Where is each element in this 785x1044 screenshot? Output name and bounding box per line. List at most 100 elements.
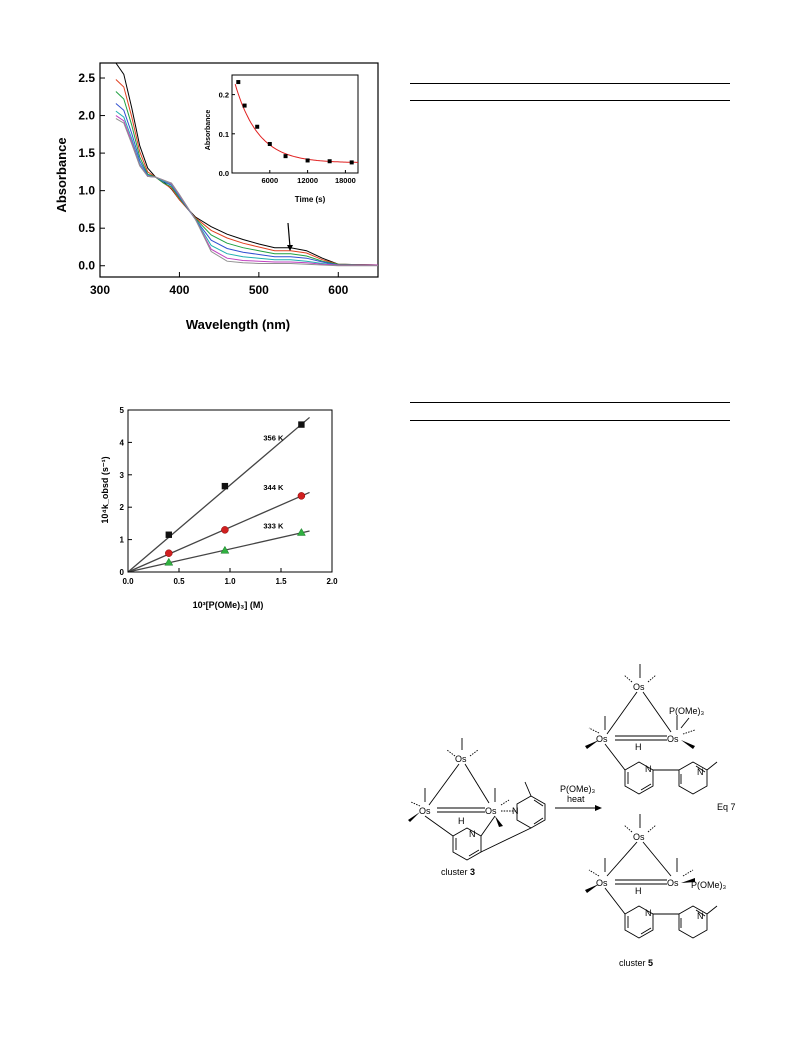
kinetics-y-tick-label: 3 <box>120 471 125 480</box>
uv-vis-plot-frame <box>99 62 379 278</box>
uv-vis-y-tick-label: 0.0 <box>78 259 95 273</box>
inset-data-point <box>242 103 247 108</box>
kinetics-y-tick-label: 0 <box>120 568 125 577</box>
phosphite-label-p2: P(OMe)₃ <box>691 880 727 890</box>
os-top-label: Os <box>455 754 467 764</box>
kinetics-point-circle <box>297 492 306 500</box>
inset-data-point <box>236 80 241 85</box>
n-label-p2: N <box>645 908 652 918</box>
uv-vis-spectrum-line-7 <box>115 118 378 267</box>
reagent-label: P(OMe)₃ <box>560 784 596 794</box>
n-label-3b: N <box>469 829 476 839</box>
reaction-arrowhead <box>595 805 602 811</box>
eq-label: Eq 7 <box>717 802 736 812</box>
table-1-top-rule <box>410 83 730 84</box>
uv-vis-trend-arrow <box>287 222 291 248</box>
uv-vis-x-tick-label: 300 <box>90 283 110 297</box>
inset-x-axis-label: Time (s) <box>295 195 326 204</box>
hydride-label: H <box>458 816 465 826</box>
inset-y-axis-label: Absorbance <box>205 110 212 151</box>
inset-fit-curve <box>234 83 358 163</box>
uv-vis-spectrum-line-4 <box>115 103 378 266</box>
uv-vis-axes-box <box>99 62 379 278</box>
inset-data-point <box>327 159 332 164</box>
kinetics-y-tick-label: 1 <box>120 536 125 545</box>
kinetics-y-axis-label: 10⁴k_obsd (s⁻¹) <box>100 456 110 523</box>
uv-vis-y-tick-label: 2.0 <box>78 109 95 123</box>
inset-data-point <box>305 158 310 163</box>
inset-x-tick-label: 18000 <box>335 176 356 185</box>
uv-vis-spectrum-line-2 <box>115 79 379 266</box>
inset-axes-box <box>231 74 359 174</box>
os-right-label: Os <box>485 806 497 816</box>
kinetics-x-tick-label: 0.0 <box>122 577 134 586</box>
uv-vis-y-tick-label: 0.5 <box>78 221 95 235</box>
inset-data-point <box>349 160 354 165</box>
uv-vis-spectrum-line-3 <box>115 91 379 266</box>
uv-vis-ticks: 300 400 500 600 0.0 0.5 1.0 1.5 2.0 2.5 <box>78 71 348 297</box>
n-label-p1: N <box>645 764 652 774</box>
inset-data-point <box>255 124 260 129</box>
inset-data-point <box>267 141 272 146</box>
os-right-label-p2: Os <box>667 878 679 888</box>
kinetics-point-circle <box>221 526 229 534</box>
os-top-label-p1: Os <box>633 682 645 692</box>
n-label-p1b: N <box>697 767 704 777</box>
cluster-5-caption: cluster 5 <box>619 958 653 968</box>
os-left-label-p2: Os <box>596 878 608 888</box>
os-left-label: Os <box>419 806 431 816</box>
table-1-header-rule <box>410 100 730 101</box>
inset-x-tick-label: 6000 <box>261 176 278 185</box>
inset-y-tick-label: 0.0 <box>219 169 229 178</box>
kinetics-x-tick-label: 0.5 <box>173 577 185 586</box>
kinetics-x-tick-label: 1.0 <box>224 577 236 586</box>
kinetics-series-label: 356 K <box>263 434 284 443</box>
kinetics-point-triangle <box>296 527 306 536</box>
kinetics-ticks: 0.0 0.5 1.0 1.5 2.0 0 1 2 3 4 5 <box>120 406 339 586</box>
uv-vis-spectrum-line-1 <box>115 62 379 266</box>
cluster-3-caption: cluster 3 <box>441 867 475 877</box>
uv-vis-series-group <box>115 62 379 267</box>
condition-label: heat <box>567 794 585 804</box>
os-right-label-p1: Os <box>667 734 679 744</box>
kinetics-y-tick-label: 5 <box>120 406 125 415</box>
uv-vis-x-tick-label: 500 <box>249 283 269 297</box>
uv-vis-y-tick-label: 1.0 <box>78 184 95 198</box>
n-label-p2b: N <box>697 911 704 921</box>
kinetics-y-tick-label: 2 <box>120 503 125 512</box>
kinetics-point-circle <box>165 549 173 557</box>
inset-y-tick-label: 0.2 <box>219 91 229 100</box>
kinetics-series-group: 356 K 344 K 333 K <box>127 416 310 573</box>
n-label-3a: N <box>512 806 519 816</box>
kinetics-point-triangle <box>220 545 230 554</box>
uv-vis-chart: 300 400 500 600 0.0 0.5 1.0 1.5 2.0 2.5 Wavelengt… <box>54 62 379 332</box>
os-left-label-p1: Os <box>596 734 608 744</box>
cluster-5-structure <box>588 814 718 939</box>
product-top-structure <box>588 664 718 795</box>
kinetics-plot-frame <box>127 409 333 573</box>
kinetics-x-tick-label: 1.5 <box>275 577 287 586</box>
uv-vis-inset-chart: 6000 12000 18000 0.0 0.1 0.2 <box>219 74 359 185</box>
inset-x-tick-label: 12000 <box>297 176 318 185</box>
hydride-label-p1: H <box>635 742 642 752</box>
kinetics-x-tick-label: 2.0 <box>326 577 338 586</box>
inset-data-point <box>283 154 288 159</box>
uv-vis-x-tick-label: 400 <box>169 283 189 297</box>
kinetics-y-tick-label: 4 <box>120 438 125 447</box>
kinetics-point-square <box>221 482 229 490</box>
kinetics-x-axis-label: 10³[P(OMe)₃] (M) <box>193 600 264 610</box>
hydride-label-p2: H <box>635 886 642 896</box>
kinetics-chart: 356 K 344 K 333 K 0.0 0.5 1.0 1.5 2.0 0 1 2 3 4 5 10… <box>100 406 339 610</box>
kinetics-fit-line <box>127 416 310 573</box>
reaction-scheme: Os Os Os H N N Os Os Os H N N P(OMe)₃ Os… <box>408 664 736 968</box>
kinetics-fit-line <box>127 491 310 573</box>
uv-vis-y-tick-label: 2.5 <box>78 71 95 85</box>
kinetics-point-square <box>298 421 305 428</box>
kinetics-point-square <box>165 531 172 538</box>
inset-y-tick-label: 0.1 <box>219 130 229 139</box>
cluster-3-structure <box>410 738 546 861</box>
kinetics-point-triangle <box>164 557 174 566</box>
kinetics-series-label: 344 K <box>263 483 284 492</box>
kinetics-axes-box <box>127 409 333 573</box>
uv-vis-x-tick-label: 600 <box>328 283 348 297</box>
